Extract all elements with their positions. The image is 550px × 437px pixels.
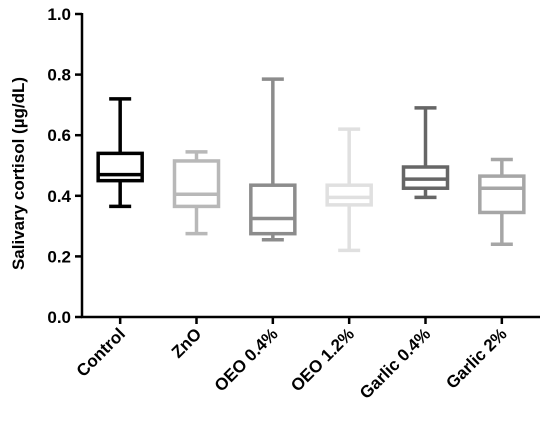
x-tick-label: ZnO	[168, 324, 205, 361]
x-axis: Control ZnO OEO 0.4% OEO 1.2%Garlic 0.4% Gar…	[73, 315, 540, 403]
box-control	[96, 97, 144, 209]
box-oeo-1-2-	[325, 127, 373, 253]
x-tick-label: Garlic 2%	[442, 324, 510, 392]
y-tick-label: 0.0	[47, 308, 71, 327]
y-tick-label: 0.2	[47, 247, 71, 266]
iqr-box	[249, 183, 297, 236]
x-tick-label: Control	[73, 324, 129, 380]
box-garlic-2-	[478, 157, 526, 247]
iqr-box	[325, 183, 373, 207]
iqr-box	[96, 151, 144, 183]
y-axis-title: Salivary cortisol (µg/dL)	[9, 77, 28, 270]
iqr-box	[172, 159, 221, 209]
boxes	[96, 77, 526, 253]
y-tick-label: 0.8	[47, 66, 71, 85]
y-axis: 0.0 0.2 0.4 0.6 0.8 1.0	[47, 5, 84, 327]
box-garlic-0-4-	[401, 106, 450, 200]
box-oeo-0-4-	[249, 77, 297, 242]
box-zno	[172, 150, 221, 236]
y-tick-label: 0.6	[47, 126, 71, 145]
x-tick-label: Garlic 0.4%	[356, 324, 434, 402]
iqr-box	[478, 174, 526, 215]
y-tick-label: 0.4	[47, 187, 71, 206]
x-tick-label: OEO 1.2%	[287, 324, 358, 395]
x-tick-label: OEO 0.4%	[211, 324, 282, 395]
y-tick-label: 1.0	[47, 5, 71, 24]
